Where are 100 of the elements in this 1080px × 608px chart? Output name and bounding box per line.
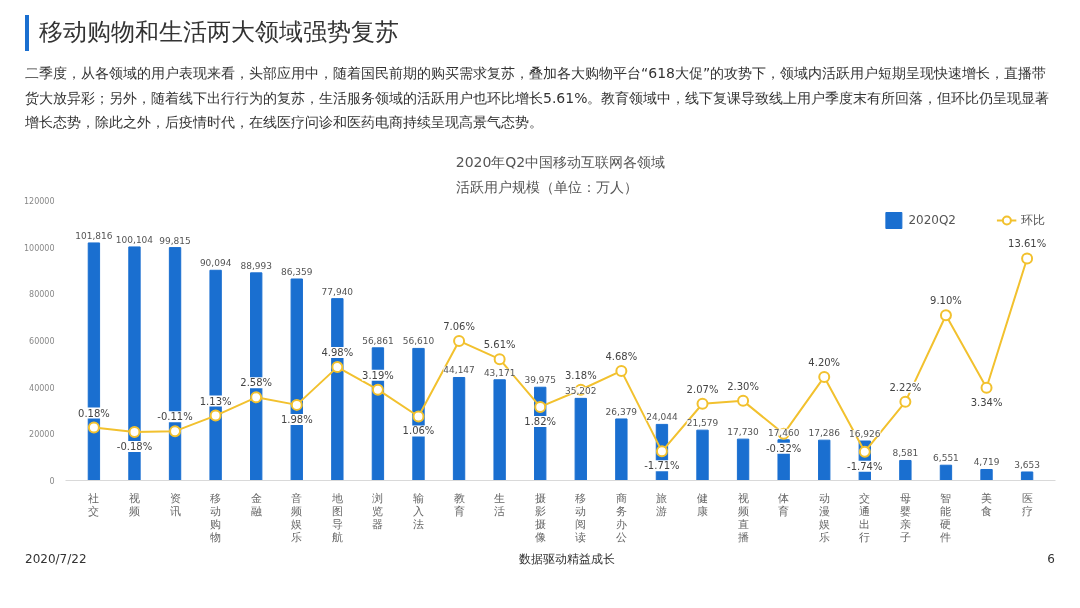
data-label: 1.13% — [199, 395, 232, 407]
x-tick-label: 教育 — [453, 491, 465, 518]
text: 移动购物和生活两大领域强势复苏 — [39, 17, 399, 48]
bar — [452, 376, 466, 481]
chart-subtitle: 活跃用户规模（单位：万人） — [455, 179, 638, 196]
point — [858, 445, 871, 458]
point — [939, 309, 952, 322]
data-label: 99,815 — [159, 235, 191, 246]
x-tick-label: 母婴亲子 — [899, 491, 911, 544]
x-tick-label: 输入法 — [412, 491, 424, 531]
x-tick-label: 健康 — [697, 491, 709, 518]
data-label: 6,551 — [933, 453, 959, 464]
data-label: 4,719 — [973, 457, 1000, 468]
data-label: 2.22% — [889, 381, 922, 393]
data-label: -0.32% — [765, 442, 802, 454]
data-label: 90,094 — [199, 258, 232, 269]
x-tick-label: 视频直播 — [737, 491, 749, 544]
data-label: 26,379 — [605, 406, 638, 417]
data-label: 8,581 — [892, 448, 919, 459]
data-label: 16,926 — [849, 429, 881, 440]
x-tick-label: 移动购物 — [210, 491, 222, 544]
point — [655, 445, 668, 458]
text: 6 — [1047, 551, 1055, 568]
data-label: 2.30% — [727, 380, 759, 392]
point — [1021, 252, 1034, 265]
data-label: 56,861 — [362, 335, 394, 346]
point — [615, 364, 628, 377]
data-label: 17,286 — [808, 428, 841, 439]
bar — [818, 439, 831, 481]
x-tick-label: 移动阅读 — [575, 491, 587, 544]
bar — [736, 438, 750, 481]
data-label: 44,147 — [443, 365, 475, 376]
data-label: 35,202 — [565, 386, 597, 397]
data-label: -0.11% — [157, 411, 193, 423]
data-label: 24,044 — [646, 412, 678, 423]
data-label: 88,993 — [240, 260, 272, 271]
point — [412, 410, 425, 423]
bar — [939, 464, 953, 481]
point — [169, 425, 182, 438]
data-label: 100,104 — [115, 234, 154, 245]
data-label: 9.10% — [930, 295, 962, 307]
bar — [696, 429, 709, 481]
data-label: -1.74% — [847, 460, 883, 472]
data-label: 86,359 — [281, 267, 313, 277]
bar — [1020, 471, 1034, 481]
data-label: 4.20% — [808, 356, 841, 368]
x-tick-label: 商务办公 — [615, 491, 627, 544]
data-label: 2.07% — [686, 383, 719, 395]
x-tick-label: 视频 — [128, 491, 140, 518]
x-tick-label: 地图导航 — [330, 491, 343, 544]
data-label: -1.71% — [644, 460, 680, 472]
data-label: 13.61% — [1008, 238, 1047, 250]
data-label: 43,171 — [483, 367, 516, 378]
data-label: 3,653 — [1014, 459, 1040, 470]
data-label: 3.34% — [970, 396, 1003, 408]
data-label: 77,940 — [321, 286, 354, 297]
data-label: 3.19% — [362, 369, 394, 381]
data-label: 1.98% — [280, 413, 313, 425]
text: 数据驱动精益成长 — [518, 551, 615, 568]
point — [534, 400, 547, 413]
bar — [493, 379, 506, 481]
data-label: 4.98% — [321, 347, 354, 359]
y-tick-label: 60000 — [29, 337, 55, 346]
legend-label: 环比 — [1021, 211, 1045, 229]
data-label: 1.06% — [402, 425, 435, 437]
text: 2020/7/22 — [25, 551, 87, 568]
point — [371, 383, 384, 396]
point — [87, 421, 100, 434]
y-tick-label: 40000 — [29, 383, 55, 393]
x-tick-label: 美食 — [981, 491, 993, 518]
y-tick-label: 100000 — [23, 243, 55, 253]
x-tick-label: 智能硬件 — [940, 491, 952, 544]
y-tick-label: 0 — [49, 477, 55, 486]
y-tick-label: 80000 — [29, 290, 55, 300]
point — [331, 361, 344, 374]
point — [980, 381, 993, 394]
data-label: 1.82% — [524, 415, 557, 427]
x-tick-label: 医疗 — [1021, 491, 1033, 518]
data-label: 0.18% — [78, 407, 110, 419]
x-tick-label: 社交 — [88, 491, 100, 518]
y-tick-label: 120000 — [23, 197, 55, 206]
x-tick-label: 摄影摄像 — [534, 491, 546, 544]
data-label: 4.68% — [605, 350, 638, 362]
x-tick-label: 金融 — [250, 491, 262, 518]
chart-title: 2020年Q2中国移动互联网各领域 — [455, 153, 666, 170]
data-label: 21,579 — [686, 418, 719, 429]
point — [250, 391, 263, 404]
data-label: 7.06% — [443, 320, 475, 332]
data-label: 17,460 — [767, 427, 800, 438]
data-label: 2.58% — [240, 377, 273, 389]
x-tick-label: 体育 — [778, 491, 790, 518]
point — [737, 394, 750, 407]
x-tick-label: 浏览器 — [372, 491, 384, 531]
point — [290, 398, 303, 411]
x-tick-label: 旅游 — [656, 491, 668, 518]
point — [899, 395, 912, 408]
data-label: 56,610 — [402, 336, 435, 347]
point — [453, 334, 466, 347]
point — [209, 409, 222, 422]
text: 二季度，从各领域的用户表现来看，头部应用中，随着国民前期的购买需求复苏，叠加各大购物平台“618大促”的攻势下，领域内活跃用户短期呈现快速增长，直播带货大放异彩；另外，随着线下出行行为的复苏，生活服务领域的活跃用户也环比增长5.61%。教育领域中，线下复课导致线上用户季度末有所回落，但环比仍呈现显著增长态势，除此之外，后疫情时代，在线医疗问诊和医药电商持续呈现高景气态势。 — [25, 64, 1051, 132]
